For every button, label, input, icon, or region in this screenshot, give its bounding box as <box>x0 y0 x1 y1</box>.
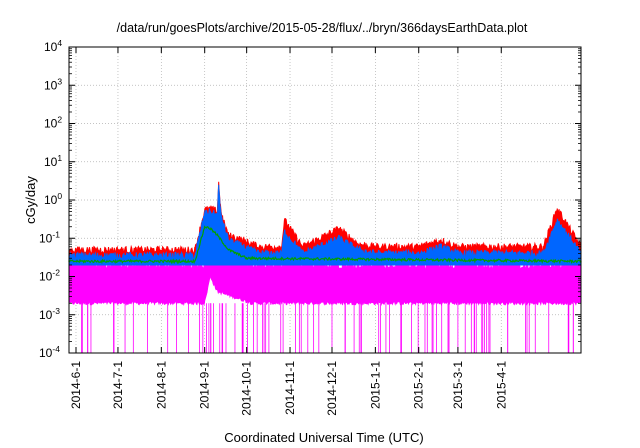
y-tick-label: 100 <box>44 191 62 207</box>
x-tick-label: 2014-11-1 <box>283 361 297 415</box>
chart-title: /data/run/goesPlots/archive/2015-05-28/f… <box>117 21 528 35</box>
y-axis: 10-4 10-3 10-2 10-1 100 101 102 103 104 <box>39 38 581 360</box>
data-area <box>68 181 582 353</box>
x-axis: 2014-6-1 2014-7-1 2014-8-1 2014-9-1 2014-10-… <box>69 47 508 416</box>
series-green <box>68 225 582 265</box>
y-tick-label: 102 <box>44 115 62 131</box>
y-tick-label: 10-1 <box>39 229 60 245</box>
grid <box>69 46 581 354</box>
y-tick-label: 10-3 <box>39 306 60 322</box>
x-axis-label: Coordinated Universal Time (UTC) <box>224 430 423 445</box>
y-tick-label: 10-4 <box>39 344 60 360</box>
x-tick-label: 2015-1-1 <box>368 361 382 409</box>
x-tick-label: 2014-9-1 <box>198 361 212 409</box>
x-tick-label: 2015-3-1 <box>451 361 465 409</box>
x-tick-label: 2015-4-1 <box>494 361 508 409</box>
y-tick-label: 103 <box>44 76 62 92</box>
x-tick-label: 2014-12-1 <box>325 361 339 416</box>
x-tick-label: 2014-10-1 <box>240 361 254 416</box>
x-tick-label: 2014-6-1 <box>69 361 83 409</box>
x-tick-label: 2015-2-1 <box>412 361 426 409</box>
y-axis-label: cGy/day <box>23 176 38 224</box>
y-tick-label: 104 <box>44 38 62 54</box>
series-blue <box>68 184 582 266</box>
x-tick-label: 2014-8-1 <box>154 361 168 409</box>
x-tick-label: 2014-7-1 <box>111 361 125 409</box>
y-tick-label: 101 <box>44 153 62 169</box>
y-tick-label: 10-2 <box>39 268 60 284</box>
